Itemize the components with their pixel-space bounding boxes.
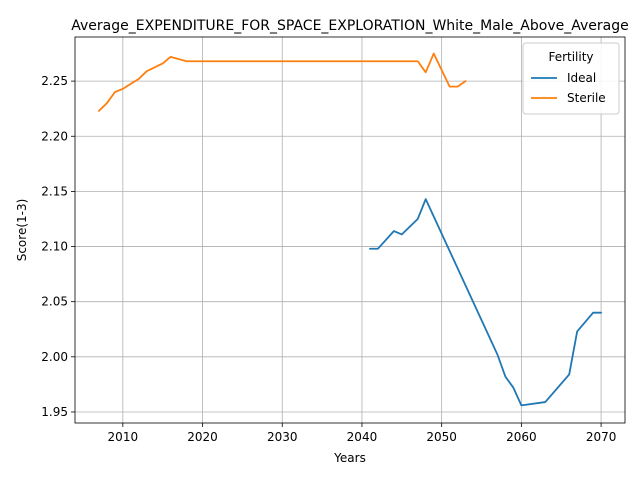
y-tick-label: 2.05: [41, 295, 68, 309]
y-tick-label: 2.20: [41, 129, 68, 143]
plot-frame: [74, 36, 626, 424]
x-tick-label: 2060: [506, 430, 537, 444]
series-group: [98, 52, 602, 407]
y-tick-label: 2.10: [41, 240, 68, 254]
legend-title: Fertility: [548, 50, 593, 64]
legend-box: [522, 42, 620, 115]
chart-title: Average_EXPENDITURE_FOR_SPACE_EXPLORATIO…: [71, 18, 628, 34]
x-tick-label: 2020: [187, 430, 218, 444]
series-line-sterile: [98, 52, 467, 112]
series-line-ideal: [369, 198, 602, 407]
legend-label-sterile: Sterile: [567, 91, 606, 105]
y-tick-label: 2.15: [41, 184, 68, 198]
y-axis-label: Score(1-3): [15, 199, 29, 262]
legend: Fertility Ideal Sterile: [522, 42, 620, 115]
grid-lines: [75, 37, 625, 423]
x-tick-label: 2040: [347, 430, 378, 444]
y-tick-label: 2.00: [41, 350, 68, 364]
x-tick-label: 2010: [108, 430, 139, 444]
y-tick-label: 1.95: [41, 405, 68, 419]
legend-label-ideal: Ideal: [567, 71, 596, 85]
y-tick-label: 2.25: [41, 74, 68, 88]
x-tick-label: 2050: [426, 430, 457, 444]
x-axis-label: Years: [333, 451, 366, 465]
axis-ticks: 2010 2020 2030 2040 2050 2060 2070 1.95 2.00 2.05…: [41, 74, 616, 444]
x-tick-label: 2030: [267, 430, 298, 444]
x-tick-label: 2070: [586, 430, 617, 444]
